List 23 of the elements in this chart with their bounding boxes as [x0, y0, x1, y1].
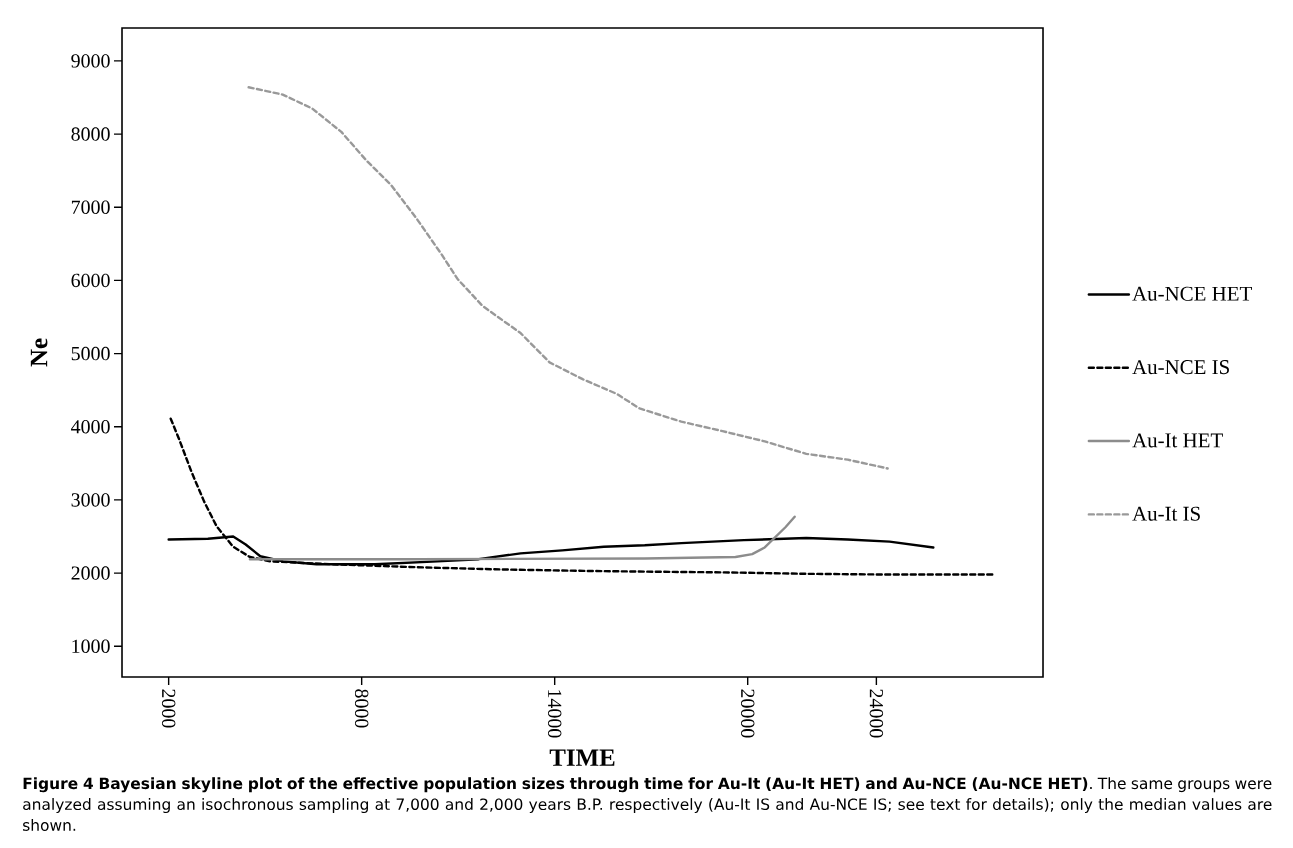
line-series — [248, 515, 796, 561]
x-tick-label: 2000 — [161, 689, 176, 728]
legend-label: Au-NCE IS — [1132, 360, 1229, 375]
legend-label: Au-NCE HET — [1132, 286, 1252, 301]
y-tick-label: 8000 — [71, 127, 110, 141]
text: Figure 4 Bayesian skyline plot of the effective population sizes through time for Au-It (Au-It HET) and Au-NCE (Au-NCE HET). The same groups were analyzed assuming an isochronous sampling at 7,000 and 2,000 years B.P. respectively (Au-It IS and Au-NCE IS; see text for details); only the median values are shown. — [23, 777, 1272, 831]
line-series — [247, 86, 889, 470]
y-tick-label: 7000 — [71, 200, 110, 214]
y-axis-title: Ne — [30, 338, 48, 367]
y-tick-label: 1000 — [72, 639, 110, 653]
x-tick-label: 20000 — [740, 689, 755, 738]
legend-label: Au-It HET — [1132, 433, 1223, 448]
y-tick-label: 9000 — [71, 54, 110, 68]
x-tick-label: 8000 — [354, 689, 369, 728]
y-tick-label: 2000 — [71, 566, 110, 580]
y-tick-label: 4000 — [71, 420, 110, 434]
legend-label: Au-It IS — [1132, 506, 1200, 521]
x-tick-label: 14000 — [547, 690, 562, 738]
y-tick-label: 6000 — [71, 273, 110, 288]
y-tick-label: 5000 — [71, 346, 110, 361]
x-tick-label: 24000 — [869, 689, 884, 738]
y-tick-label: 3000 — [71, 493, 110, 507]
x-axis-title: TIME — [549, 749, 615, 766]
